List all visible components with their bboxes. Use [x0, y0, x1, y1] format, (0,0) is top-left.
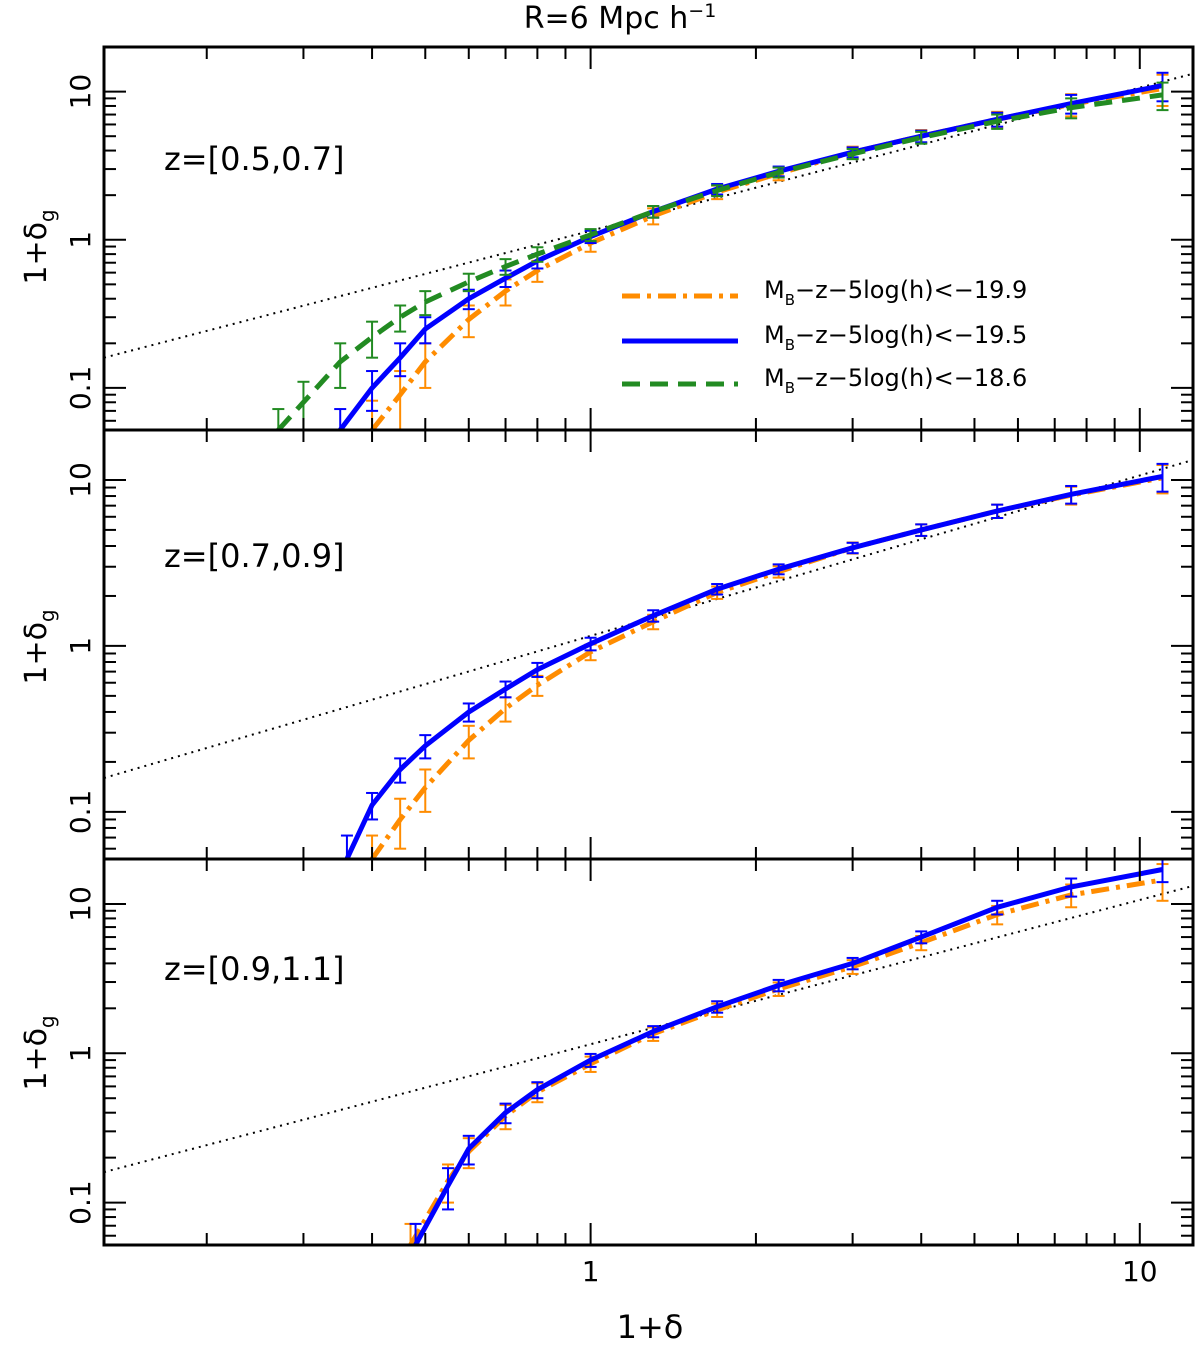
y-tick-label: 10	[64, 74, 97, 110]
panel-2: z=[0.7,0.9] 0.1 1 10	[64, 428, 1195, 861]
panel-label-2: z=[0.7,0.9]	[164, 537, 345, 575]
y-axis-label-3: 1+δg	[19, 1015, 59, 1090]
y-tick-label: 1	[64, 231, 97, 249]
panel-frame	[102, 428, 1195, 861]
x-tick-label: 1	[582, 1255, 600, 1288]
legend-label-1: MB−z−5log(h)<−19.9	[764, 276, 1027, 309]
series-1	[366, 464, 1169, 859]
x-tick-label: 10	[1122, 1255, 1158, 1288]
panel-3: z=[0.9,1.1] 0.1 1 10 1 10	[64, 857, 1195, 1288]
series-line	[408, 877, 1163, 1245]
legend-label-2: MB−z−5log(h)<−19.5	[764, 321, 1027, 354]
panel-frame	[102, 857, 1195, 1247]
y-tick-label: 10	[64, 886, 97, 922]
y-tick-label: 0.1	[64, 1180, 97, 1225]
legend-label-3: MB−z−5log(h)<−18.6	[764, 364, 1027, 397]
legend: MB−z−5log(h)<−19.9 MB−z−5log(h)<−19.5 MB…	[622, 276, 1027, 397]
series-3	[272, 81, 1169, 430]
panel-frame	[102, 45, 1195, 432]
series-1	[404, 863, 1169, 1245]
panel-label-3: z=[0.9,1.1]	[164, 950, 345, 988]
series-line	[344, 473, 1163, 859]
series-2	[334, 71, 1169, 430]
series-line	[370, 475, 1163, 859]
chart-title: R=6 Mpc h−1	[524, 0, 717, 36]
series-2	[340, 462, 1169, 859]
y-tick-label: 0.1	[64, 790, 97, 835]
y-tick-label: 10	[64, 462, 97, 498]
series-line	[276, 92, 1163, 430]
y-axis-label-1: 1+δg	[19, 209, 59, 284]
series-2	[409, 859, 1169, 1245]
series-line	[413, 867, 1163, 1245]
y-tick-label: 1	[64, 1044, 97, 1062]
panel-1: z=[0.5,0.7] 0.1 1 10	[64, 45, 1195, 432]
plot-area	[104, 71, 1193, 430]
y-tick-label: 0.1	[64, 366, 97, 411]
series-line	[338, 83, 1163, 430]
plot-area	[104, 859, 1193, 1245]
x-axis-label: 1+δ	[617, 1308, 684, 1346]
plot-area	[104, 458, 1193, 859]
y-tick-label: 1	[64, 637, 97, 655]
panel-label-1: z=[0.5,0.7]	[164, 140, 345, 178]
reference-line	[104, 884, 1193, 1174]
y-axis-label-2: 1+δg	[19, 609, 59, 684]
